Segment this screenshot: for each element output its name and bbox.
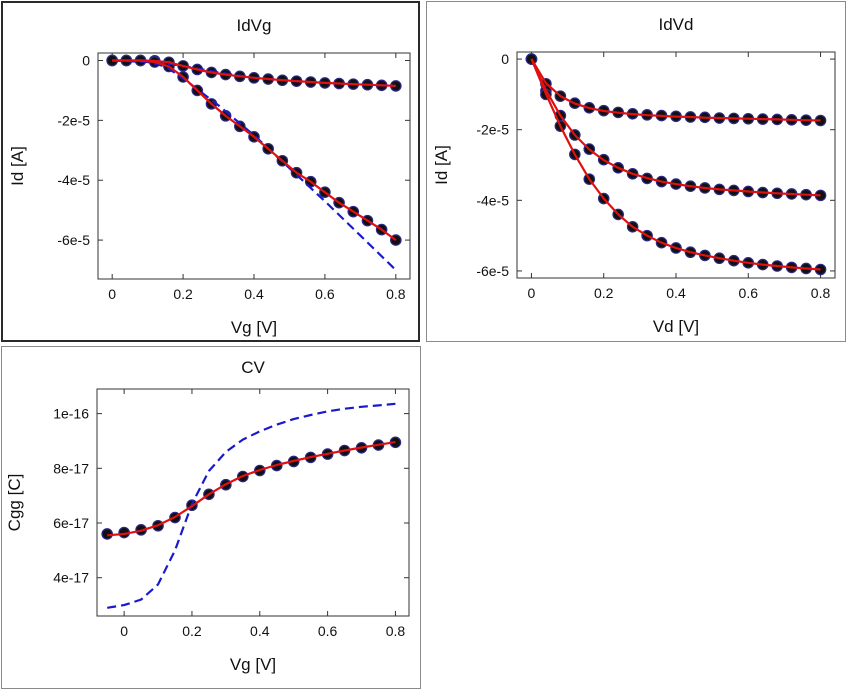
initial-model-line	[112, 59, 397, 271]
idvg-chart: IdVg 0 0.2 0.4 0.6 0.8 0 -2e-5 -4e-5 -6e-5 Vg [V] I…	[8, 16, 411, 337]
x-tick-label: 0.8	[386, 286, 406, 302]
x-tick-label: 0.2	[594, 285, 614, 301]
chart-title: IdVg	[237, 16, 272, 35]
y-axis-label: Id [A]	[432, 145, 451, 185]
x-tick-label: 0.2	[173, 286, 193, 302]
x-tick-label: 0.6	[315, 286, 335, 302]
x-tick-label: 0.4	[250, 623, 270, 639]
fit-line	[530, 58, 821, 122]
x-axis-label: Vg [V]	[230, 655, 276, 674]
y-axis-label: Id [A]	[8, 146, 27, 186]
plot-area	[96, 388, 410, 617]
idvg-panel: IdVg 0 0.2 0.4 0.6 0.8 0 -2e-5 -4e-5 -6e-5 Vg [V] I…	[1, 1, 420, 342]
x-tick-label: 0	[120, 623, 128, 639]
cv-panel: CV 0 0.2 0.4 0.6 0.8 4e-17 6e-17 8e-17 1e-16 Vg [V…	[1, 346, 421, 689]
series-layer	[525, 53, 827, 276]
y-tick-label: -2e-5	[57, 112, 90, 128]
idvd-chart: IdVd 0 0.2 0.4 0.6 0.8 0 -2e-5 -4e-5 -6e-5 Vd [V] I…	[432, 15, 836, 336]
x-tick-label: 0.2	[182, 623, 202, 639]
fit-line	[112, 59, 397, 241]
idvd-panel: IdVd 0 0.2 0.4 0.6 0.8 0 -2e-5 -4e-5 -6e-5 Vd [V] I…	[426, 1, 846, 342]
y-tick-label: -6e-5	[57, 232, 90, 248]
y-tick-label: 1e-16	[53, 406, 89, 422]
data-point	[525, 53, 538, 65]
x-tick-label: 0.6	[739, 285, 759, 301]
x-axis-label: Vg [V]	[231, 318, 277, 337]
y-tick-label: -4e-5	[57, 172, 90, 188]
y-tick-label: 0	[501, 51, 509, 67]
x-tick-label: 0.4	[244, 286, 264, 302]
y-tick-label: -6e-5	[476, 263, 509, 279]
cv-chart: CV 0 0.2 0.4 0.6 0.8 4e-17 6e-17 8e-17 1e-16 Vg [V…	[5, 358, 410, 674]
fit-line	[530, 58, 821, 271]
fit-line	[530, 58, 821, 197]
x-tick-label: 0.8	[811, 285, 831, 301]
y-tick-label: 6e-17	[53, 515, 89, 531]
y-tick-label: -2e-5	[476, 122, 509, 138]
chart-title: CV	[241, 358, 265, 377]
chart-title: IdVd	[659, 15, 694, 34]
y-tick-label: 0	[82, 52, 90, 68]
x-axis-label: Vd [V]	[653, 317, 699, 336]
x-tick-label: 0.4	[666, 285, 686, 301]
y-tick-label: -4e-5	[476, 192, 509, 208]
y-tick-label: 4e-17	[53, 570, 89, 586]
y-axis-label: Cgg [C]	[5, 474, 24, 532]
x-tick-label: 0	[528, 285, 536, 301]
x-tick-label: 0.8	[386, 623, 406, 639]
x-tick-label: 0.6	[318, 623, 338, 639]
initial-model-line	[107, 402, 396, 609]
series-layer	[101, 402, 402, 609]
x-tick-label: 0	[108, 286, 116, 302]
fit-line	[112, 59, 396, 87]
series-layer	[106, 54, 402, 271]
fit-line	[107, 441, 396, 537]
y-tick-label: 8e-17	[53, 460, 89, 476]
